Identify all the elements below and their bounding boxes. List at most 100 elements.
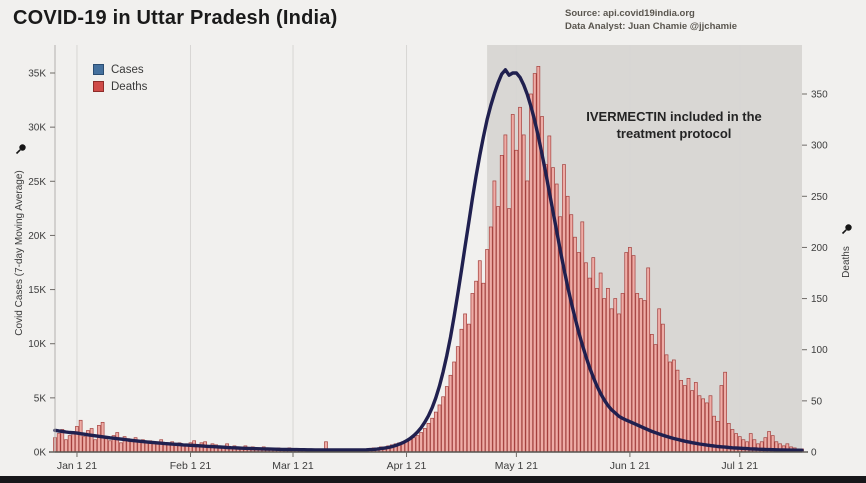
deaths-bar — [569, 214, 574, 453]
left-axis-title-group: Covid Cases (7-day Moving Average) — [14, 144, 26, 336]
right-tick-label: 100 — [811, 345, 828, 356]
deaths-bar — [144, 442, 149, 453]
deaths-bar — [576, 252, 581, 453]
deaths-bar — [444, 386, 449, 453]
deaths-bar — [448, 374, 453, 453]
deaths-bar — [602, 298, 607, 453]
deaths-bar — [543, 164, 548, 453]
cases-swatch-icon — [93, 64, 104, 75]
deaths-bar — [97, 425, 101, 453]
deaths-bar — [152, 443, 156, 453]
page-title: COVID-19 in Uttar Pradesh (India) — [13, 7, 338, 29]
left-tick-label: 20K — [28, 231, 46, 242]
deaths-bar — [620, 293, 625, 453]
deaths-bar — [477, 260, 482, 453]
deaths-bar — [657, 308, 662, 453]
deaths-bar — [433, 411, 438, 453]
deaths-bar — [441, 396, 445, 453]
bottom-black-bar — [0, 476, 866, 483]
deaths-bar — [525, 180, 530, 453]
deaths-bar — [89, 428, 94, 453]
deaths-bar — [598, 272, 603, 453]
deaths-bar — [422, 428, 427, 453]
deaths-bar — [455, 346, 460, 453]
deaths-bar — [78, 419, 83, 453]
deaths-bar — [595, 287, 599, 453]
deaths-bar — [119, 442, 123, 453]
deaths-bar — [573, 236, 577, 453]
chart-legend: Cases Deaths — [93, 61, 147, 95]
deaths-bar — [430, 417, 435, 453]
deaths-bar — [646, 267, 651, 453]
deaths-bar — [463, 313, 467, 453]
deaths-bar — [166, 444, 171, 453]
left-tick-label: 5K — [34, 393, 47, 404]
deaths-bar — [470, 293, 475, 453]
deaths-bar — [466, 323, 471, 453]
annotation-line-2: treatment protocol — [616, 126, 732, 141]
ivermectin-annotation: IVERMECTIN included in the treatment pro… — [546, 108, 802, 142]
cases-line — [53, 68, 804, 452]
deaths-bar — [719, 385, 724, 453]
right-tick-label: 200 — [811, 243, 828, 254]
deaths-bar — [485, 249, 489, 453]
deaths-bar — [75, 426, 79, 453]
x-tick-label: Jun 1 21 — [610, 460, 650, 472]
left-tick-label: 0K — [34, 448, 47, 459]
deaths-bar — [653, 344, 658, 453]
deaths-bar — [67, 435, 72, 453]
source-line: Source: api.covid19india.org — [565, 8, 695, 19]
legend-item-deaths[interactable]: Deaths — [93, 78, 147, 95]
legend-item-cases[interactable]: Cases — [93, 61, 147, 78]
deaths-bar — [459, 328, 464, 453]
deaths-bar — [452, 361, 456, 453]
deaths-bar — [437, 404, 442, 453]
deaths-bar — [565, 195, 570, 453]
deaths-bar — [514, 149, 519, 453]
deaths-bar — [130, 440, 134, 453]
deaths-bar — [108, 440, 112, 453]
deaths-bar — [518, 106, 522, 453]
deaths-bar — [93, 439, 98, 453]
deaths-bar — [708, 395, 713, 453]
deaths-bar — [492, 180, 497, 453]
right-tick-label: 0 — [811, 448, 817, 459]
deaths-bar — [137, 441, 142, 453]
deaths-bar — [617, 313, 621, 453]
x-tick-label: Mar 1 21 — [272, 460, 314, 472]
analyst-line: Data Analyst: Juan Chamie @jjchamie — [565, 21, 738, 32]
deaths-bar — [488, 226, 493, 453]
left-tick-label: 25K — [28, 177, 46, 188]
legend-label: Cases — [111, 63, 144, 76]
deaths-bar — [521, 134, 526, 453]
right-tick-label: 150 — [811, 294, 828, 305]
x-tick-label: Apr 1 21 — [387, 460, 427, 472]
right-tick-label: 50 — [811, 396, 823, 407]
deaths-bar — [529, 93, 533, 453]
right-axis-title-group: Deaths — [841, 224, 852, 278]
right-tick-label: 250 — [811, 192, 828, 203]
deaths-bar — [481, 282, 486, 453]
source-attribution: Source: api.covid19india.org Data Analys… — [565, 7, 737, 33]
x-tick-label: May 1 21 — [495, 460, 538, 472]
deaths-bar — [650, 334, 654, 453]
deaths-bar — [64, 439, 68, 453]
deaths-bar — [613, 298, 618, 453]
right-axis-title: Deaths — [841, 246, 852, 278]
deaths-bar — [536, 66, 541, 453]
deaths-bar — [507, 208, 511, 453]
deaths-bar — [639, 298, 643, 453]
deaths-swatch-icon — [93, 81, 104, 92]
deaths-bar — [499, 155, 504, 453]
deaths-bar — [474, 280, 478, 453]
deaths-bar — [503, 134, 508, 453]
left-tick-label: 10K — [28, 339, 46, 350]
deaths-bar — [661, 323, 665, 453]
x-tick-label: Feb 1 21 — [170, 460, 212, 472]
left-axis-title: Covid Cases (7-day Moving Average) — [14, 170, 25, 335]
right-tick-label: 300 — [811, 141, 828, 152]
deaths-bar — [609, 308, 614, 453]
left-tick-label: 30K — [28, 123, 46, 134]
